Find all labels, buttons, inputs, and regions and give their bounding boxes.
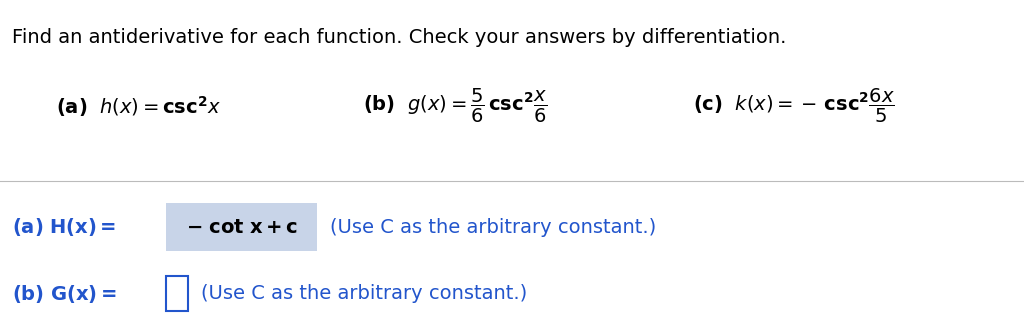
Text: $\mathbf{(b)\ G(x)=}$: $\mathbf{(b)\ G(x)=}$ [12,283,117,305]
Text: $\bf{(c)}$  $k(x) = -\,\mathbf{csc}^{\mathbf{2}}\dfrac{6x}{5}$: $\bf{(c)}$ $k(x) = -\,\mathbf{csc}^{\mat… [692,87,895,125]
Text: $\mathbf{(a)\ H(x)=}$: $\mathbf{(a)\ H(x)=}$ [12,216,117,238]
FancyBboxPatch shape [166,276,188,311]
Text: (Use C as the arbitrary constant.): (Use C as the arbitrary constant.) [330,218,656,237]
Text: Find an antiderivative for each function. Check your answers by differentiation.: Find an antiderivative for each function… [12,28,786,47]
Text: $\bf{(a)}$  $h(x) = \mathbf{csc}^{\mathbf{2}}x$: $\bf{(a)}$ $h(x) = \mathbf{csc}^{\mathbf… [55,94,221,119]
Text: (Use C as the arbitrary constant.): (Use C as the arbitrary constant.) [201,284,527,303]
Text: $\mathbf{-\ cot\ x + c}$: $\mathbf{-\ cot\ x + c}$ [185,218,298,237]
Text: $\bf{(b)}$  $g(x) = \dfrac{5}{6}\,\mathbf{csc}^{\mathbf{2}}\dfrac{x}{6}$: $\bf{(b)}$ $g(x) = \dfrac{5}{6}\,\mathbf… [364,87,548,125]
FancyBboxPatch shape [166,203,317,252]
